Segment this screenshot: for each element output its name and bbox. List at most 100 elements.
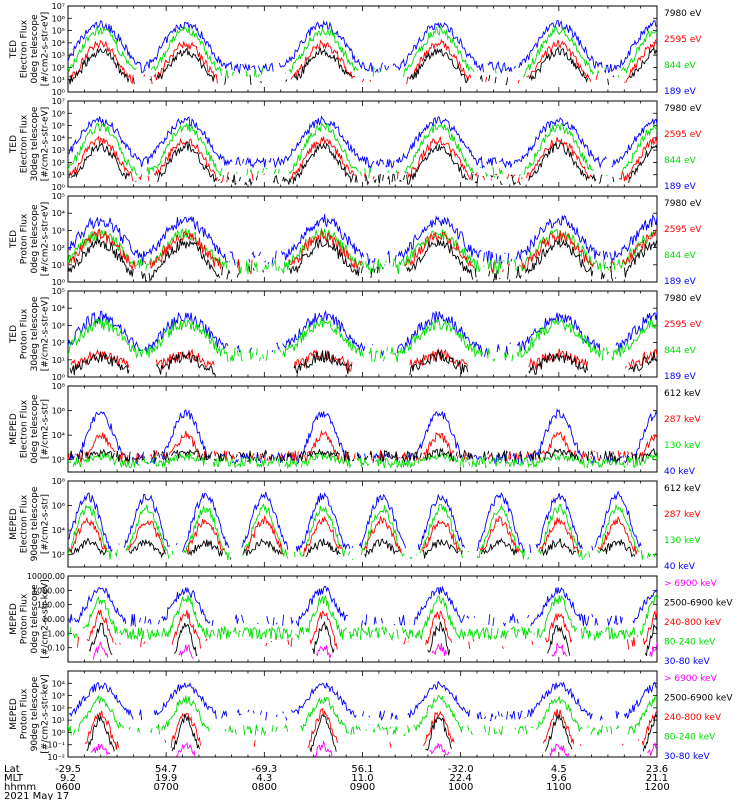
legend-entry: 240-800 keV bbox=[664, 713, 722, 723]
series-trace bbox=[68, 447, 657, 463]
footer-hhmm-value: 0900 bbox=[350, 782, 375, 793]
legend-entry: 2595 eV bbox=[664, 225, 702, 235]
y-tick-label: 10⁴ bbox=[52, 526, 65, 535]
y-axis-label-line: [#/cm2-s-str-eV] bbox=[41, 297, 51, 372]
legend-entry: 844 eV bbox=[664, 251, 697, 261]
y-tick-label: 10⁸ bbox=[52, 477, 65, 486]
y-axis-label-line: 30deg telescope bbox=[30, 106, 40, 181]
series-trace bbox=[68, 115, 657, 169]
hhmm-row-label: hhmm bbox=[4, 782, 36, 793]
y-axis-label-line: Proton Flux bbox=[20, 213, 30, 264]
legend-entry: 2595 eV bbox=[664, 130, 702, 140]
legend-entry: 130 keV bbox=[664, 536, 701, 546]
series-trace bbox=[68, 38, 657, 85]
y-tick-label: 1000.00 bbox=[32, 586, 65, 595]
y-axis-label-line: 0deg telescope bbox=[30, 584, 40, 654]
lat-row-label: Lat bbox=[4, 764, 20, 775]
y-tick-label: 10³ bbox=[52, 226, 65, 235]
y-tick-label: 10¹ bbox=[52, 76, 65, 85]
legend-entry: 287 keV bbox=[664, 415, 701, 425]
y-axis-label-line: Proton Flux bbox=[20, 593, 30, 644]
y-tick-label: 10⁰ bbox=[52, 373, 65, 382]
y-tick-label: 10⁴ bbox=[52, 304, 65, 313]
y-axis-label-line: Electron Flux bbox=[20, 399, 30, 458]
footer-lat-value: 23.6 bbox=[646, 764, 668, 775]
y-tick-label: 1.00 bbox=[47, 629, 65, 638]
y-axis-label-line: [#/cm2-s-str-keV] bbox=[41, 674, 51, 753]
series-group bbox=[68, 492, 657, 560]
legend-entry: 189 eV bbox=[664, 277, 697, 287]
y-tick-label: 10⁷ bbox=[52, 97, 65, 106]
y-tick-label: 10⁰ bbox=[52, 88, 65, 97]
series-group bbox=[68, 585, 657, 660]
footer-hhmm-value: 1200 bbox=[644, 782, 669, 793]
y-tick-label: 10² bbox=[52, 339, 65, 348]
series-group bbox=[68, 213, 657, 282]
y-axis-label-line: [#/cm2-s-str-eV] bbox=[41, 202, 51, 277]
legend-entry: 7980 eV bbox=[664, 9, 702, 19]
legend-entry: 7980 eV bbox=[664, 199, 702, 209]
y-axis-label-line: TED bbox=[9, 325, 19, 344]
y-axis-label-line: [#/cm2-s-str] bbox=[41, 399, 51, 459]
y-tick-label: 10² bbox=[52, 704, 65, 713]
y-tick-label: 10⁶ bbox=[52, 407, 65, 416]
y-tick-label: 10¹ bbox=[52, 261, 65, 270]
legend-entry: 844 eV bbox=[664, 346, 697, 356]
y-tick-label: 10⁻² bbox=[47, 753, 65, 762]
y-axis-label: MEPED Proton Flux 90deg telescope [#/cm2-s-… bbox=[9, 674, 51, 753]
footer-lat-value: -29.5 bbox=[55, 764, 81, 775]
footer-lat-value: 54.7 bbox=[155, 764, 177, 775]
y-axis-label-line: MEPED bbox=[9, 413, 19, 445]
legend-entry: 2595 eV bbox=[664, 35, 702, 45]
y-axis-label-line: TED bbox=[9, 230, 19, 249]
y-axis-label-line: TED bbox=[9, 135, 19, 154]
legend-entry: 844 eV bbox=[664, 156, 697, 166]
y-axis-label-line: Proton Flux bbox=[20, 308, 30, 359]
y-tick-label: 10⁵ bbox=[52, 192, 65, 201]
legend-entry: 7980 eV bbox=[664, 104, 702, 114]
y-tick-label: 10⁴ bbox=[52, 431, 65, 440]
series-trace bbox=[68, 695, 657, 737]
y-tick-label: 10⁶ bbox=[52, 502, 65, 511]
footer-hhmm-value: 0800 bbox=[252, 782, 277, 793]
legend-entry: > 6900 keV bbox=[664, 674, 718, 684]
legend-entry: 189 eV bbox=[664, 87, 697, 97]
legend-entry: 287 keV bbox=[664, 510, 701, 520]
series-trace bbox=[68, 135, 657, 183]
y-axis-label-line: [#/cm2-s-str-keV] bbox=[41, 579, 51, 658]
y-axis-label-line: 0deg telescope bbox=[30, 394, 40, 464]
y-tick-label: 10⁴ bbox=[52, 209, 65, 218]
y-axis-label-line: TED bbox=[9, 40, 19, 59]
y-axis-label-line: Proton Flux bbox=[20, 688, 30, 739]
y-axis-label: MEPED Electron Flux 0deg telescope [#/cm2-s… bbox=[9, 394, 51, 464]
series-trace bbox=[68, 213, 657, 266]
series-trace bbox=[68, 594, 657, 642]
legend-entry: 844 eV bbox=[664, 61, 697, 71]
y-axis-label: TED Electron Flux 30deg telescope [#/cm2-s-… bbox=[9, 106, 51, 181]
y-tick-label: 10⁶ bbox=[52, 109, 65, 118]
y-tick-label: 10⁴ bbox=[52, 39, 65, 48]
legend-entry: 30-80 keV bbox=[664, 657, 710, 667]
y-tick-label: 10⁰ bbox=[52, 183, 65, 192]
footer-mlt-value: 9.2 bbox=[60, 773, 76, 784]
series-trace bbox=[68, 310, 657, 357]
y-tick-label: 10¹ bbox=[52, 716, 65, 725]
y-tick-label: 10⁷ bbox=[52, 2, 65, 11]
footer-mlt-value: 11.0 bbox=[351, 773, 373, 784]
footer-mlt-value: 4.3 bbox=[256, 773, 272, 784]
legend-entry: 30-80 keV bbox=[664, 752, 710, 762]
series-trace bbox=[68, 585, 657, 627]
series-trace bbox=[68, 503, 657, 561]
y-axis-label-line: [#/cm2-s-str-eV] bbox=[41, 107, 51, 182]
series-trace bbox=[69, 349, 657, 376]
y-axis-label-line: Electron Flux bbox=[20, 494, 30, 553]
y-tick-label: 100.00 bbox=[37, 601, 65, 610]
